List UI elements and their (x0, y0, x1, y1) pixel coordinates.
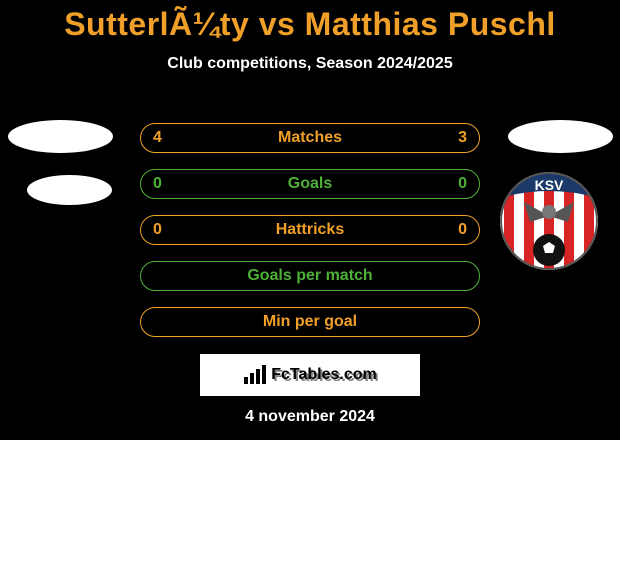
stat-right-value: 0 (443, 221, 467, 239)
player-left-blob-2 (27, 175, 112, 205)
subtitle: Club competitions, Season 2024/2025 (0, 55, 620, 73)
root: SutterlÃ¼ty vs Matthias Puschl Club comp… (0, 0, 620, 580)
stat-left-value: 0 (153, 221, 177, 239)
stat-right-value: 0 (443, 175, 467, 193)
page-title: SutterlÃ¼ty vs Matthias Puschl (0, 6, 620, 43)
stat-label: Matches (177, 129, 443, 147)
stat-left-value: 0 (153, 175, 177, 193)
stat-label: Goals per match (177, 267, 443, 285)
date-text: 4 november 2024 (0, 408, 620, 426)
stat-right-value: 3 (443, 129, 467, 147)
player-left-blob-1 (8, 120, 113, 153)
stat-row-goals: 0 Goals 0 (140, 169, 480, 199)
stat-row-hattricks: 0 Hattricks 0 (140, 215, 480, 245)
player-right-blob-1 (508, 120, 613, 153)
stat-label: Goals (177, 175, 443, 193)
comparison-card: SutterlÃ¼ty vs Matthias Puschl Club comp… (0, 0, 620, 440)
attribution-text: FcTables.com (271, 366, 377, 384)
stat-left-value: 4 (153, 129, 177, 147)
club-logo-right: KSV (500, 172, 598, 270)
ksv-label: KSV (535, 177, 564, 193)
stat-rows: 4 Matches 3 0 Goals 0 0 Hattricks 0 Goal… (140, 123, 480, 353)
bars-icon (243, 365, 267, 385)
stat-label: Hattricks (177, 221, 443, 239)
stat-label: Min per goal (177, 313, 443, 331)
stat-row-mpg: Min per goal (140, 307, 480, 337)
stat-row-matches: 4 Matches 3 (140, 123, 480, 153)
stat-row-gpm: Goals per match (140, 261, 480, 291)
ksv-logo-icon: KSV (500, 172, 598, 270)
attribution-box: FcTables.com (200, 354, 420, 396)
